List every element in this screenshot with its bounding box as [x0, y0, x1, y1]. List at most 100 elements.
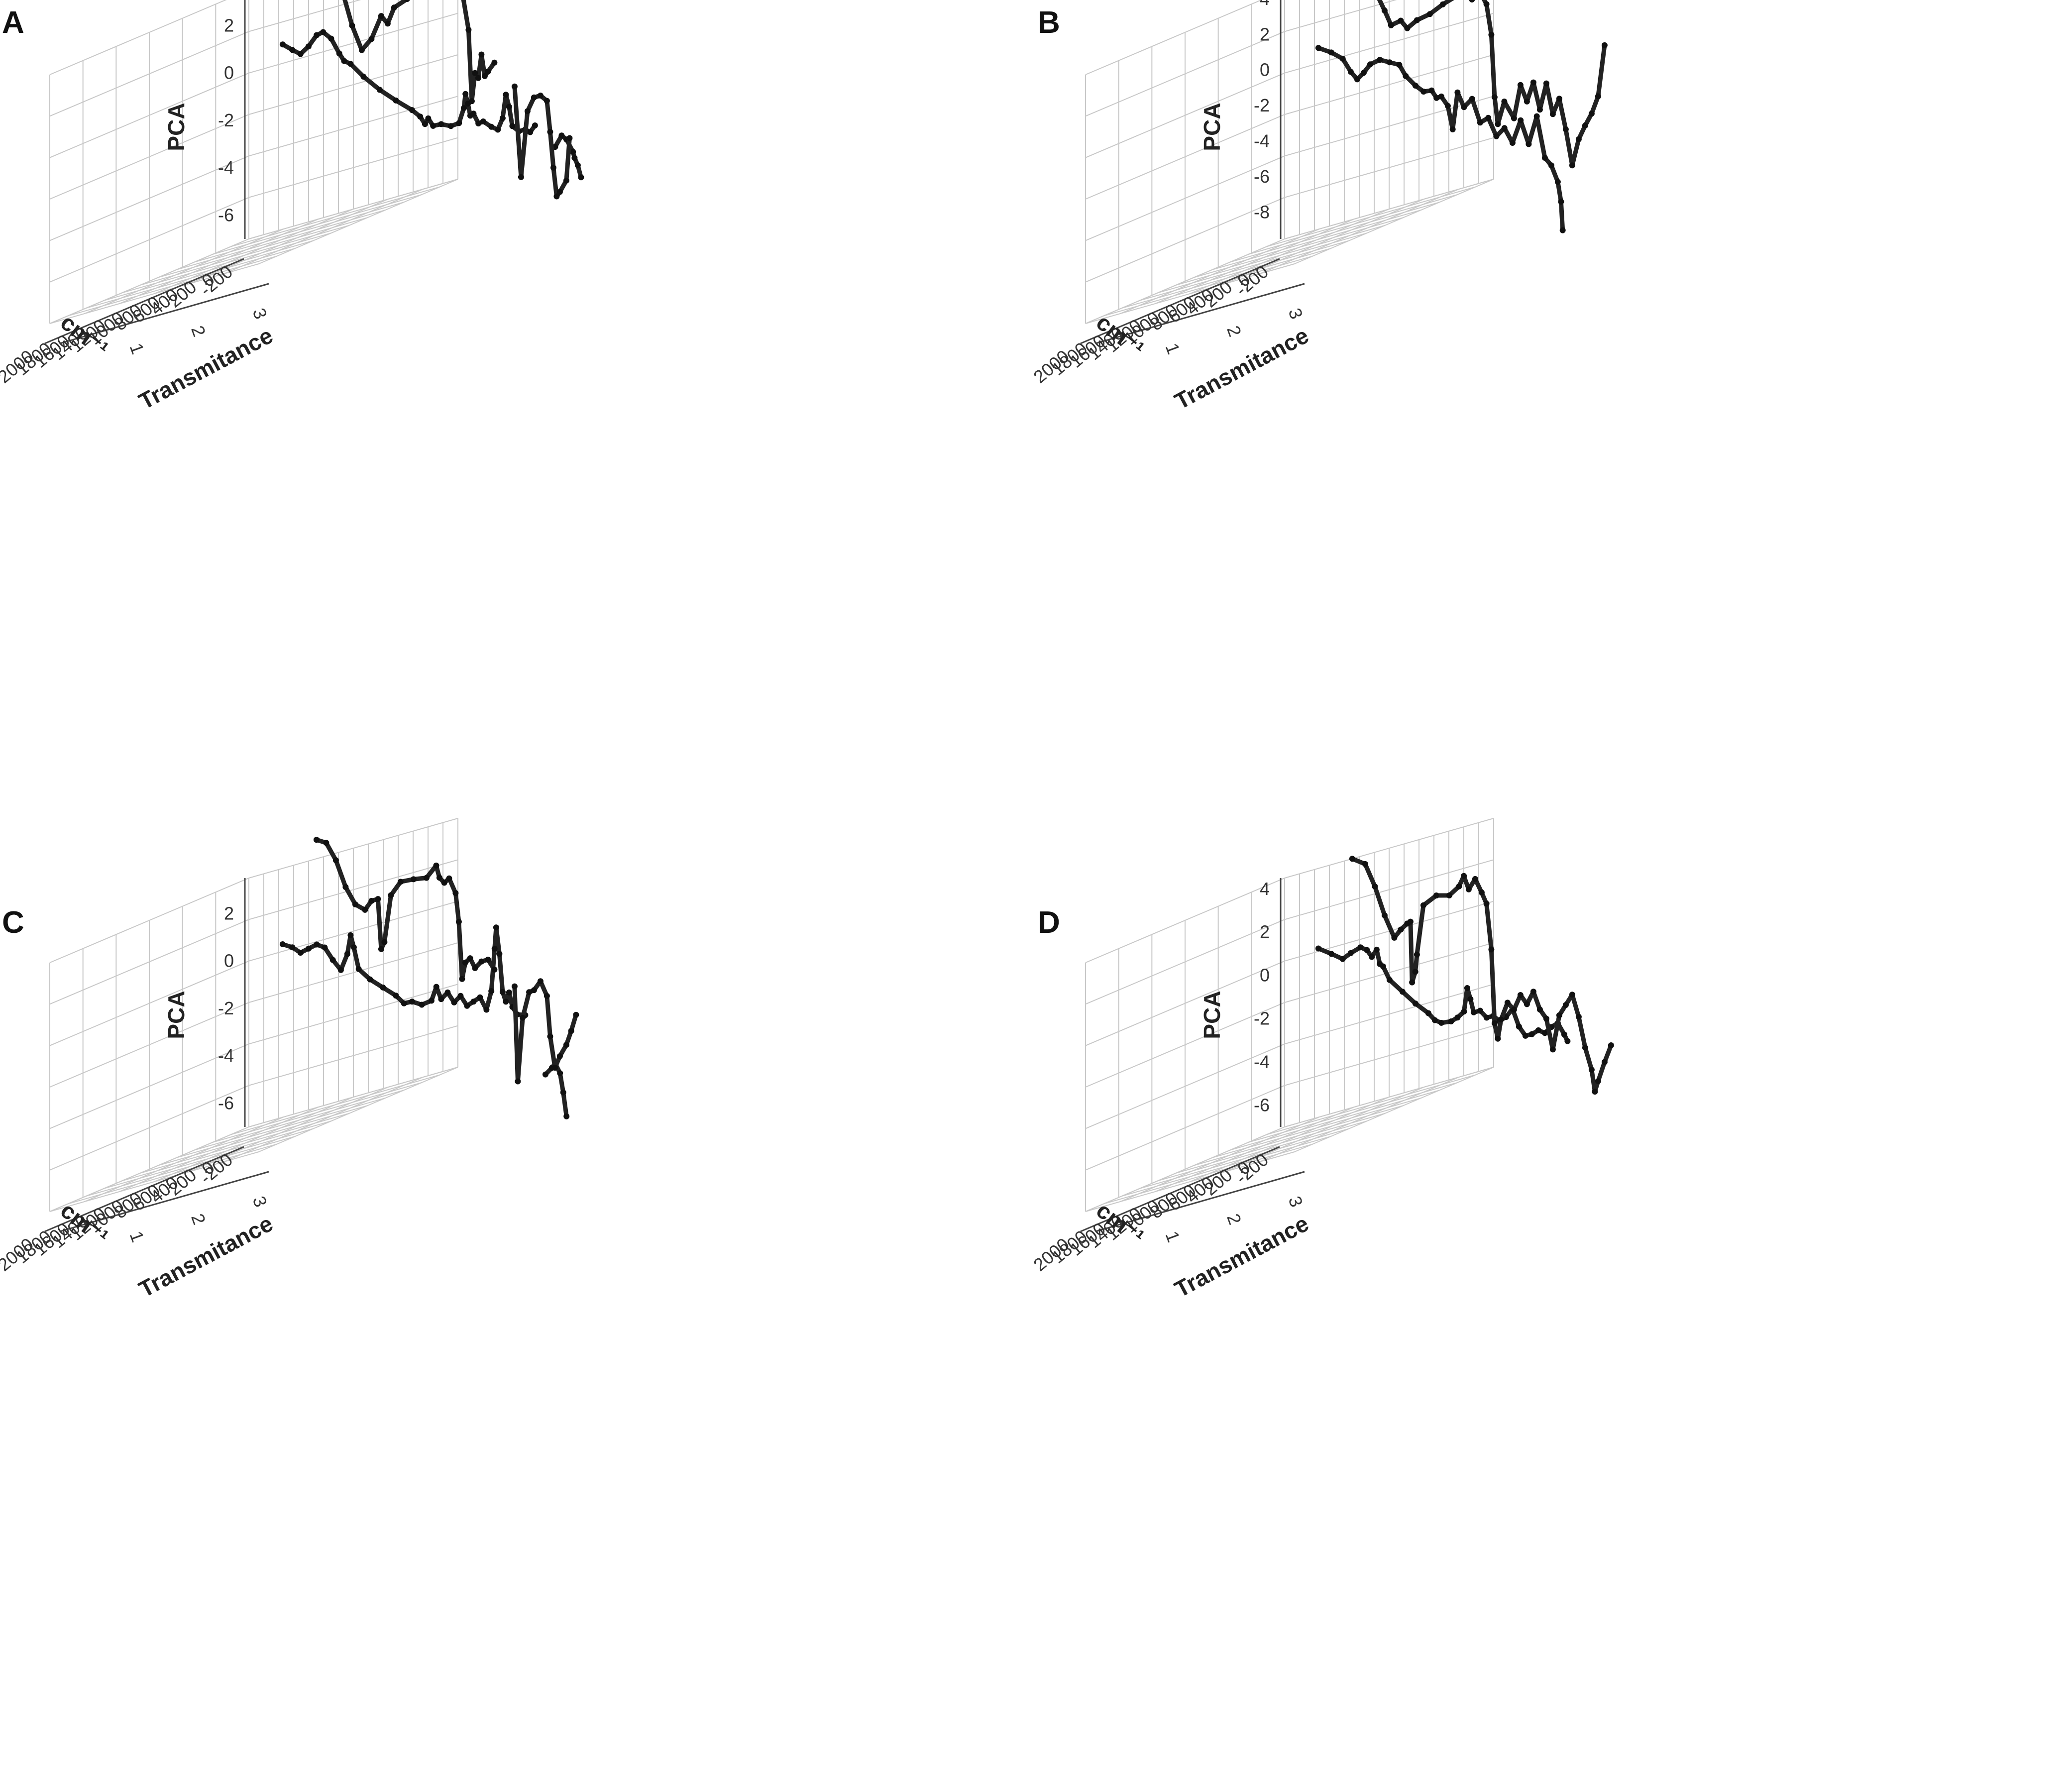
data-point [1431, 1017, 1438, 1023]
data-point [355, 966, 362, 972]
data-point [1449, 126, 1456, 132]
data-point [1601, 1059, 1608, 1065]
data-point [1461, 873, 1467, 879]
data-point [1549, 111, 1556, 117]
data-point [314, 32, 320, 38]
data-point [1464, 985, 1470, 991]
data-point [438, 121, 444, 127]
data-point [560, 1089, 566, 1096]
data-point [518, 174, 524, 180]
floor-grid [1085, 179, 1494, 324]
data-point [1364, 947, 1370, 953]
data-point [401, 1000, 407, 1006]
data-point [547, 129, 553, 135]
y-tick-label: -4 [1254, 1052, 1270, 1072]
data-point [1425, 1010, 1431, 1016]
data-point [1412, 83, 1418, 89]
data-point [452, 890, 459, 896]
data-point [1438, 1019, 1444, 1026]
data-point [478, 958, 485, 965]
data-point [1433, 892, 1439, 898]
data-point [1509, 140, 1516, 146]
data-point [570, 149, 576, 155]
data-point [360, 74, 367, 80]
data-point [563, 177, 569, 184]
data-point [1524, 1001, 1530, 1007]
data-point [1467, 996, 1474, 1002]
x-axis-line [44, 258, 244, 344]
data-point [493, 924, 499, 931]
data-point [417, 113, 424, 120]
z-axis-line [1095, 283, 1305, 344]
data-point [1448, 1018, 1454, 1024]
data-point [1592, 1089, 1598, 1095]
z-tick-label: 3 [1285, 305, 1307, 322]
series-line [1377, 0, 1607, 168]
data-point [1414, 951, 1420, 958]
data-point [464, 1002, 470, 1009]
data-point [322, 944, 328, 951]
data-point [1426, 11, 1433, 17]
data-point [1412, 969, 1418, 975]
data-point [503, 92, 509, 98]
data-point [470, 111, 477, 117]
y-ticks: 4 2 0 -2 -4 -6 [1254, 879, 1270, 1115]
data-point [526, 989, 533, 996]
data-point [384, 20, 391, 27]
chart-a-svg: 20-2-4-6-2000200400600800100012001400160… [0, 0, 584, 414]
z-tick-label: 2 [187, 323, 210, 339]
data-point [1465, 886, 1472, 892]
series-line [512, 84, 572, 199]
data-point [305, 43, 312, 50]
z-tick-label: 1 [126, 340, 148, 357]
x-axis-line [44, 1146, 244, 1232]
z-tick-label: 3 [1285, 1193, 1307, 1210]
data-point [342, 884, 349, 890]
plot-area: 420-2-4-6-8-2000200400600800100012001400… [1029, 0, 1608, 414]
y-ticks: 4 2 0 -2 -4 -6 -8 [1254, 0, 1270, 222]
data-point [511, 983, 518, 990]
data-point [1438, 93, 1444, 100]
y-tick-label: 2 [224, 903, 234, 923]
panel-b: B 420-2-4-6-8-20002004006008001000120014… [1029, 0, 2072, 888]
y-ticks: 2 0 -2 -4 -6 [218, 903, 234, 1113]
data-point [320, 29, 327, 35]
z-axis-title: Transmitance [1170, 1210, 1312, 1302]
data-point [362, 906, 368, 913]
data-point [563, 1113, 570, 1119]
data-point [455, 918, 462, 925]
data-point [1541, 155, 1548, 161]
data-point [337, 967, 344, 973]
data-point [1472, 876, 1478, 882]
data-point [550, 164, 556, 171]
floor-grid [49, 179, 458, 324]
data-point [1433, 95, 1440, 101]
data-point [438, 996, 444, 1002]
data-point [1446, 892, 1452, 898]
data-point [509, 123, 516, 129]
data-point [428, 998, 435, 1004]
data-point [1535, 1027, 1541, 1033]
y-axis-title: PCA [163, 991, 189, 1039]
z-tick-label: 3 [249, 305, 271, 322]
data-point [1409, 979, 1416, 986]
data-point [491, 59, 498, 66]
data-point [1588, 111, 1595, 117]
data-point [553, 193, 560, 200]
data-point [1362, 861, 1368, 867]
data-point [1477, 119, 1483, 126]
data-point [557, 1070, 563, 1077]
z-axis-title: Transmitance [134, 322, 277, 414]
data-point [380, 984, 386, 991]
data-point [1526, 141, 1532, 147]
data-point [1530, 79, 1536, 86]
data-point [297, 950, 304, 956]
y-tick-label: -8 [1254, 202, 1270, 222]
data-point [423, 875, 430, 881]
data-point [544, 993, 550, 999]
plot-area: 20-2-4-6-2000200400600800100012001400160… [0, 818, 579, 1302]
data-point [1518, 117, 1524, 123]
data-point [1454, 1014, 1461, 1021]
data-point [1386, 977, 1393, 983]
data-point [1608, 1042, 1614, 1048]
